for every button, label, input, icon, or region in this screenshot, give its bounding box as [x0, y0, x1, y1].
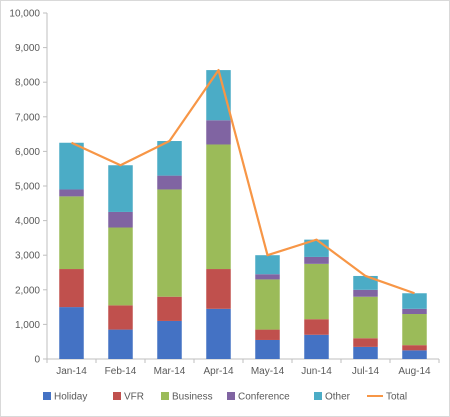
y-tick-label: 3,000	[15, 251, 40, 262]
y-tick-label: 10,000	[9, 9, 40, 20]
legend-label-holiday: Holiday	[54, 392, 87, 403]
bar-segment-business	[157, 189, 182, 297]
x-tick-label: Jan-14	[56, 366, 87, 377]
bar-segment-vfr	[157, 296, 182, 321]
bar-segment-holiday	[255, 339, 280, 359]
bar-segment-other	[157, 141, 182, 176]
bar-segment-conference	[59, 189, 84, 197]
bar-segment-business	[206, 144, 231, 270]
bar-segment-other	[108, 165, 133, 212]
bar-segment-vfr	[59, 269, 84, 308]
y-tick-label: 5,000	[15, 182, 40, 193]
legend-label-vfr: VFR	[124, 392, 144, 403]
y-tick-label: 0	[34, 355, 40, 366]
legend-swatch-vfr	[113, 392, 121, 400]
legend-swatch-other	[314, 392, 322, 400]
bar-segment-vfr	[353, 338, 378, 347]
x-tick-label: Mar-14	[154, 366, 186, 377]
bar-segment-holiday	[353, 346, 378, 359]
bar-segment-business	[402, 314, 427, 346]
legend-label-other: Other	[325, 392, 351, 403]
legend-swatch-holiday	[43, 392, 51, 400]
legend-swatch-conference	[227, 392, 235, 400]
bar-segment-other	[59, 142, 84, 190]
bar-segment-holiday	[402, 350, 427, 359]
x-tick-label: Jul-14	[352, 366, 380, 377]
y-tick-label: 4,000	[15, 216, 40, 227]
legend-label-conference: Conference	[238, 392, 290, 403]
bar-segment-conference	[206, 120, 231, 145]
bar-segment-business	[108, 227, 133, 306]
bar-segment-other	[353, 275, 378, 290]
bar-segment-holiday	[157, 320, 182, 359]
bar-segment-vfr	[108, 305, 133, 330]
x-tick-label: Apr-14	[203, 366, 233, 377]
bar-segment-conference	[402, 308, 427, 315]
bar-segment-conference	[353, 289, 378, 297]
bar-segment-holiday	[206, 308, 231, 359]
y-tick-label: 7,000	[15, 112, 40, 123]
bar-segment-holiday	[304, 334, 329, 359]
legend-label-total: Total	[386, 392, 407, 403]
y-tick-label: 1,000	[15, 320, 40, 331]
bar-segment-vfr	[255, 329, 280, 340]
bar-segment-other	[255, 255, 280, 275]
bar-segment-conference	[157, 175, 182, 190]
bar-segment-business	[255, 279, 280, 330]
x-tick-label: Aug-14	[398, 366, 431, 377]
bar-segment-business	[304, 263, 329, 320]
bar-segment-conference	[255, 274, 280, 280]
x-tick-label: Jun-14	[301, 366, 332, 377]
y-tick-label: 6,000	[15, 147, 40, 158]
bar-segment-other	[402, 293, 427, 309]
bar-segment-vfr	[206, 269, 231, 309]
x-tick-label: May-14	[251, 366, 285, 377]
legend-swatch-business	[161, 392, 169, 400]
y-tick-label: 8,000	[15, 78, 40, 89]
bar-segment-other	[206, 70, 231, 121]
y-tick-label: 2,000	[15, 285, 40, 296]
bar-segment-conference	[108, 211, 133, 228]
total-line	[71, 68, 415, 295]
bar-segment-conference	[304, 256, 329, 264]
bar-segment-vfr	[304, 319, 329, 335]
bar-segment-holiday	[59, 307, 84, 359]
legend-label-business: Business	[172, 392, 213, 403]
bar-segment-holiday	[108, 329, 133, 359]
bar-segment-vfr	[402, 345, 427, 351]
bar-segment-business	[59, 196, 84, 270]
bar-segment-business	[353, 296, 378, 339]
y-tick-label: 9,000	[15, 43, 40, 54]
x-tick-label: Feb-14	[105, 366, 137, 377]
